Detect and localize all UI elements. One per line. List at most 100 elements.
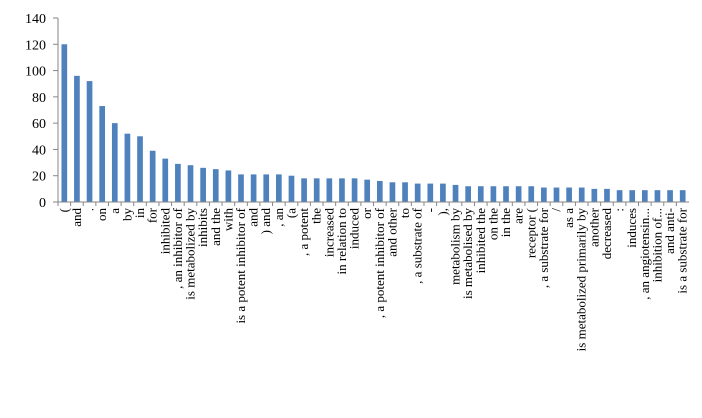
x-axis-category-label: in relation to	[334, 208, 349, 274]
bar	[225, 170, 232, 202]
x-axis-category-label: increased	[321, 208, 336, 258]
x-axis-category-label: ) and	[258, 208, 273, 235]
y-axis-tick-labels: 0 20 40 60 80 100 120 140	[25, 12, 58, 211]
x-axis-category-label: a	[107, 208, 122, 214]
bar	[465, 186, 471, 202]
bar	[376, 180, 383, 202]
bar	[477, 186, 484, 202]
bar	[99, 106, 106, 202]
y-axis-tick-label: 0	[39, 196, 46, 211]
x-axis-category-label: and	[69, 208, 84, 227]
bar	[313, 178, 320, 202]
x-axis-category-label: and anti-	[662, 208, 677, 254]
bar	[61, 44, 68, 203]
x-axis-category-label: is metabolised by	[460, 208, 475, 299]
bar	[667, 190, 673, 202]
x-axis-category-label: induced	[347, 208, 362, 250]
x-axis-category-label: is a potent inhibitor of	[233, 207, 248, 323]
x-axis-category-label: is metabolized by	[183, 208, 198, 300]
bar	[578, 187, 585, 202]
x-axis-category-label: inhibited the	[473, 208, 488, 274]
bar	[149, 150, 156, 202]
bar	[74, 75, 80, 202]
y-axis-tick-label: 80	[32, 91, 46, 106]
bar	[503, 186, 509, 202]
x-axis-category-label: inhibition of...	[649, 208, 664, 282]
y-axis-tick-label: 140	[25, 12, 46, 27]
x-axis-category-label: and	[246, 208, 261, 227]
x-axis-category-label: for	[145, 207, 160, 223]
bar	[591, 188, 598, 202]
bar	[616, 190, 623, 202]
x-axis-category-label: .	[82, 208, 97, 211]
bar	[263, 174, 270, 202]
bar	[515, 186, 522, 202]
x-axis-category-label: on	[94, 208, 109, 222]
x-axis-category-label: -	[422, 208, 437, 212]
bar	[629, 190, 636, 202]
x-axis-category-label: :	[612, 208, 627, 212]
bar	[137, 136, 143, 202]
x-axis-category-label: or	[359, 207, 374, 219]
x-axis-category-label: , a substrate of	[410, 207, 425, 283]
x-axis-category-label: decreased	[599, 208, 614, 260]
x-axis-category-label: induces	[624, 208, 639, 248]
x-axis-category-label: inhibited	[157, 208, 172, 255]
x-axis-category-label: and the	[208, 208, 223, 246]
x-axis-category-label: receptor (	[523, 208, 538, 258]
bar	[364, 179, 371, 202]
bar	[162, 158, 169, 202]
x-axis-category-label: and other	[384, 207, 399, 256]
bar	[200, 167, 206, 202]
x-axis-category-label: to	[397, 208, 412, 218]
x-axis-category-label: is metabolized primarily by	[574, 208, 589, 352]
bar	[490, 186, 497, 202]
bar	[541, 187, 547, 202]
x-axis-category-label: another	[586, 207, 601, 247]
x-axis-category-label: are	[511, 208, 526, 224]
x-axis-category-label: in the	[498, 208, 513, 237]
x-axis-category-label: inhibits	[195, 208, 210, 247]
x-axis-category-label: , an inhibitor of	[170, 207, 185, 289]
x-axis-category-label: with	[220, 208, 235, 232]
y-axis-tick-label: 20	[32, 170, 46, 185]
x-axis-category-label: the	[309, 208, 324, 224]
bar	[326, 178, 333, 202]
y-axis-tick-label: 100	[25, 65, 46, 80]
x-axis-category-label: , a potent inhibitor of	[372, 207, 387, 318]
bar	[528, 186, 535, 202]
y-axis-tick-label: 40	[32, 143, 46, 158]
x-axis-category-label: as a	[561, 208, 576, 228]
x-axis-category-label: , an angiotensin...	[637, 208, 652, 300]
bar	[276, 174, 282, 202]
bar	[187, 165, 194, 202]
y-axis-tick-label: 120	[25, 38, 46, 53]
bar	[389, 182, 396, 202]
x-axis-category-label: ),	[435, 208, 450, 216]
bar	[604, 188, 610, 202]
bar	[654, 190, 661, 202]
x-axis-category-label: , a potent	[296, 208, 311, 256]
x-axis-category-label: (a	[283, 208, 298, 218]
x-axis-category-label: /	[548, 208, 563, 212]
bar-series	[61, 44, 686, 203]
bar	[414, 183, 421, 202]
bar	[288, 175, 295, 202]
bar	[679, 190, 686, 202]
x-axis-category-label: metabolism by	[448, 208, 463, 285]
bar	[553, 187, 560, 202]
bar	[124, 133, 131, 202]
bar	[641, 190, 648, 202]
bar	[250, 174, 257, 202]
x-axis-category-label: (	[56, 208, 71, 212]
x-axis-category-label: is a substrate for	[675, 207, 690, 293]
bar	[351, 178, 358, 202]
x-axis-category-label: , an	[271, 208, 286, 227]
bar	[440, 183, 446, 202]
bar	[427, 183, 434, 202]
x-axis-category-label: in	[132, 208, 147, 219]
bar	[339, 178, 345, 202]
bar	[212, 169, 219, 202]
